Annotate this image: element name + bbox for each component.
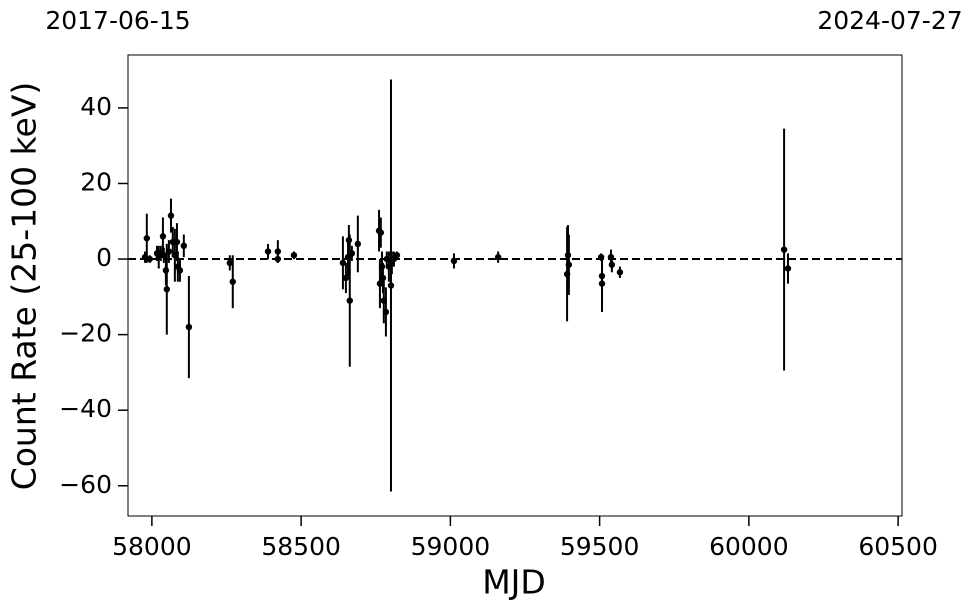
data-point [185,323,193,331]
data-point [450,257,458,265]
y-axis-label: Count Rate (25-100 keV) [5,82,44,491]
x-tick-label: 59500 [560,532,640,561]
data-point [342,274,350,282]
data-point [354,240,362,248]
data-point [393,252,401,259]
x-tick-label: 58000 [112,532,192,561]
data-point [377,229,385,236]
data-point [146,255,153,263]
data-point [167,212,175,219]
data-point [494,253,502,261]
data-point [159,233,167,240]
data-point [226,259,233,267]
data-point [229,278,236,285]
y-tick-label: −20 [59,319,112,348]
x-tick-label: 60000 [709,532,789,561]
data-point [348,250,356,257]
x-axis-label: MJD [482,563,546,602]
data-point [616,269,624,276]
data-point [382,308,390,316]
data-point [143,235,151,242]
data-point [608,261,616,268]
data-point [780,246,788,253]
data-point [264,248,272,255]
data-point [165,248,173,255]
data-point [376,280,384,287]
data-point [598,280,606,287]
y-tick-label: −40 [59,394,112,423]
y-tick-label: 0 [96,243,112,272]
data-point [290,252,298,259]
y-tick-label: 20 [80,167,112,196]
data-point [346,297,353,304]
y-tick-label: 40 [80,92,112,121]
data-point [163,286,171,293]
top-date-label: 2024-07-27 [817,6,962,35]
data-point [176,267,184,274]
data-point [784,265,792,272]
data-point [180,242,188,250]
y-tick-label: −60 [59,470,112,499]
data-point [387,282,395,289]
data-point [339,259,347,267]
top-date-label: 2017-06-15 [45,6,190,35]
plot-frame [127,54,903,517]
x-tick-label: 58500 [261,532,341,561]
data-point [565,261,573,268]
data-point [274,255,282,263]
x-tick-label: 59000 [411,532,491,561]
data-point [274,248,282,255]
data-point [173,238,181,246]
x-tick-label: 60500 [858,532,938,561]
